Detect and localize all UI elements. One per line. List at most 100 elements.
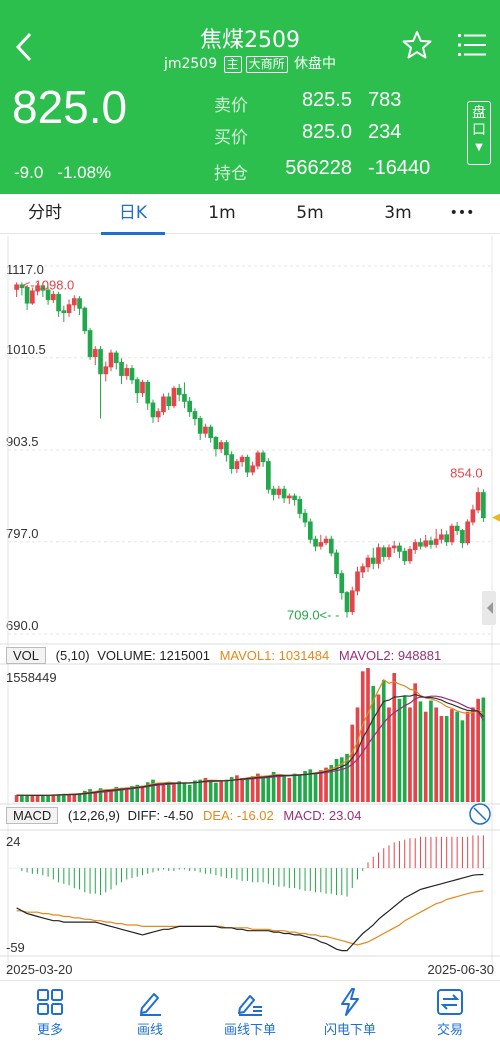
open-interest-label: 持仓 <box>214 164 248 184</box>
volume-bar <box>376 694 381 802</box>
list-menu-icon[interactable] <box>458 32 486 58</box>
nav-draw-order[interactable]: 画线下单 <box>200 987 300 1043</box>
candle-up <box>349 590 355 613</box>
back-arrow-icon[interactable] <box>10 30 40 64</box>
buy-volume: 234 <box>368 121 402 143</box>
candle-down <box>444 534 450 543</box>
macd-min-label: -59 <box>6 940 25 955</box>
candle-up <box>124 368 130 376</box>
price-axis-label: 1010.5 <box>6 342 46 357</box>
candle-down <box>313 538 318 547</box>
volume-bar <box>413 683 418 802</box>
candle-up <box>449 525 455 543</box>
volume-bar <box>397 698 402 802</box>
volume-bar <box>20 795 24 802</box>
volume-bar <box>455 711 459 802</box>
sell-price: 825.5 <box>301 89 352 111</box>
lightning-icon <box>341 988 359 1016</box>
candle-down <box>45 289 51 301</box>
vol-label-box[interactable]: VOL <box>6 647 47 664</box>
volume-bar <box>130 786 134 802</box>
candle-down <box>40 285 46 291</box>
candle-down <box>428 540 434 545</box>
nav-flash-order-label: 闪电下单 <box>323 1023 376 1038</box>
expand-chart-icon <box>469 803 491 825</box>
candle-down <box>87 330 93 357</box>
candle-down <box>229 454 234 470</box>
volume-bar <box>229 777 234 802</box>
exchange-tag: 大商所 <box>245 56 288 73</box>
volume-bar <box>93 791 98 802</box>
volume-bar <box>98 788 103 802</box>
order-book-label: 盘口 <box>472 105 486 138</box>
diff-value: DIFF: -4.50 <box>127 808 194 823</box>
tab-3m[interactable]: 3m <box>384 203 412 223</box>
volume-bar <box>166 782 171 802</box>
candle-up <box>286 495 292 499</box>
high-marker-label: <-1098.0 <box>23 277 75 292</box>
pen-icon <box>140 993 161 1016</box>
market-status: 休盘中 <box>294 56 337 72</box>
volume-bar <box>30 795 35 802</box>
main-contract-tag: 主 <box>223 56 242 73</box>
quote-header: 焦煤2509 jm2509 主大商所 休盘中 825.0 -9.0 -1.08% … <box>0 0 500 194</box>
nav-draw-line[interactable]: 画线 <box>100 987 200 1043</box>
start-date-label: 2025-03-20 <box>6 962 73 977</box>
candle-up <box>103 366 109 375</box>
candle-down <box>56 293 61 312</box>
volume-bar <box>282 776 286 802</box>
more-periods-button[interactable]: ••• <box>449 205 475 221</box>
macd-indicator-bar: MACD (12,26,9) DIFF: -4.50 DEA: -16.02 M… <box>6 807 361 824</box>
end-date-label: 2025-06-30 <box>428 962 495 977</box>
kline-chart[interactable]: 1117.0 1010.5 903.5 797.0 690.0 <-1098.0 709.0… <box>0 236 500 978</box>
volume-bar <box>256 773 260 802</box>
macd-label-box[interactable]: MACD <box>6 807 59 824</box>
tab-daily-k[interactable]: 日K <box>118 203 148 223</box>
volume-bar <box>161 783 166 802</box>
candle-down <box>302 512 308 523</box>
candle-down <box>454 525 460 532</box>
nav-flash-order[interactable]: 闪电下单 <box>300 987 400 1043</box>
volume-bar <box>402 696 407 802</box>
volume-bar <box>235 775 239 802</box>
volume-bar <box>245 778 250 802</box>
candle-down <box>61 310 67 314</box>
candle-down <box>150 402 156 418</box>
price-axis-label: 903.5 <box>6 434 39 449</box>
candle-down <box>344 592 350 613</box>
volume-bar <box>61 793 66 802</box>
candle-down <box>307 521 313 540</box>
tab-1m[interactable]: 1m <box>208 203 236 223</box>
candle-down <box>460 530 465 544</box>
macd-max-label: 24 <box>6 834 20 849</box>
volume-bar <box>444 716 449 802</box>
tab-5m[interactable]: 5m <box>296 203 324 223</box>
star-icon[interactable] <box>402 30 432 60</box>
contract-subtitle: jm2509 主大商所 休盘中 <box>0 53 500 73</box>
candle-down <box>418 542 423 547</box>
tab-intraday[interactable]: 分时 <box>28 203 62 223</box>
volume-bar <box>140 785 145 802</box>
low-marker-label: 709.0<- - <box>287 608 339 623</box>
mavol2-line <box>16 695 484 797</box>
nav-trade[interactable]: 交易 <box>400 987 500 1043</box>
candle-down <box>192 411 198 420</box>
last-high-label: 854.0 <box>450 465 483 480</box>
nav-more[interactable]: 更多 <box>0 987 100 1043</box>
volume-bar <box>187 784 192 802</box>
candle-up <box>407 549 413 562</box>
candle-up <box>386 547 392 557</box>
candle-up <box>35 285 40 292</box>
order-book-toggle[interactable]: 盘口 ▼ <box>467 101 491 165</box>
candle-up <box>475 492 481 511</box>
exchange-icon <box>437 989 463 1015</box>
volume-bar <box>56 794 61 802</box>
macd-params: (12,26,9) <box>67 808 120 823</box>
nav-trade-label: 交易 <box>436 1023 463 1038</box>
expand-chart-icon-arrow <box>473 807 487 821</box>
volume-bar <box>271 771 276 802</box>
volume-bar <box>387 707 391 802</box>
candle-up <box>50 293 56 301</box>
volume-bar <box>471 707 475 802</box>
volume-bar <box>193 780 197 802</box>
